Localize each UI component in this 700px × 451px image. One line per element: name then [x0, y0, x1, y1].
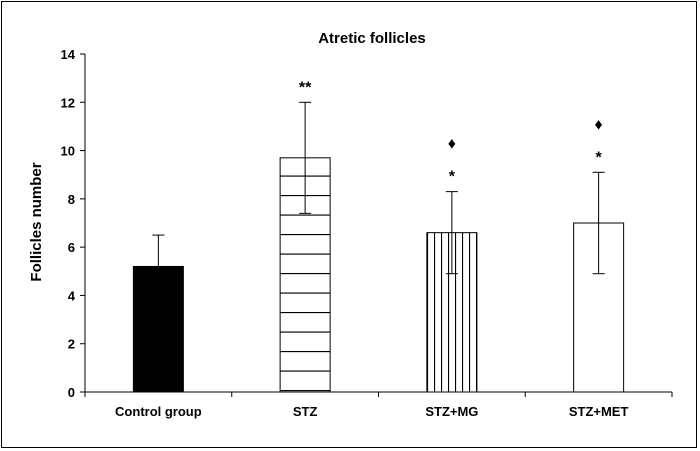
significance-marker: * [449, 169, 456, 186]
y-tick-labels: 0 2 4 6 8 10 12 14 [61, 47, 76, 400]
y-tick-label: 12 [61, 95, 75, 110]
bars [132, 157, 625, 393]
x-tick-label: STZ+MET [569, 404, 629, 419]
x-tick-labels: Control group STZ STZ+MG STZ+MET [115, 404, 628, 419]
diamond-icon: ♦ [448, 136, 456, 153]
chart-title: Atretic follicles [318, 30, 426, 47]
annotations: ***♦*♦ [299, 79, 603, 185]
significance-marker: * [596, 149, 603, 166]
error-bars [152, 101, 605, 299]
x-tick-label: STZ [293, 404, 318, 419]
y-tick-label: 10 [61, 144, 75, 159]
y-axis-label: Follicles number [28, 162, 45, 281]
y-tick-label: 8 [68, 192, 75, 207]
y-tick-label: 14 [61, 47, 76, 62]
y-tick-label: 6 [68, 240, 75, 255]
significance-marker: ** [299, 79, 312, 96]
y-tick-label: 0 [68, 385, 75, 400]
diamond-icon: ♦ [595, 116, 603, 133]
x-tick-label: Control group [115, 404, 202, 419]
y-tick-label: 2 [68, 337, 75, 352]
y-tick-label: 4 [68, 288, 76, 303]
x-tick-label: STZ+MG [425, 404, 478, 419]
